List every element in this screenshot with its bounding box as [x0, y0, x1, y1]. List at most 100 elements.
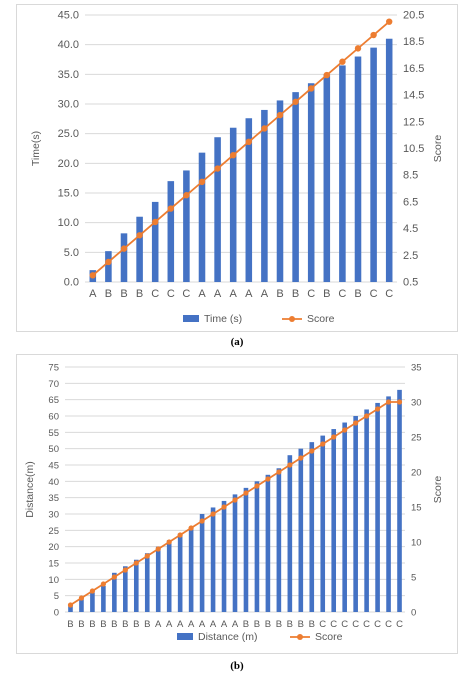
chart-b-ytick-label: 15: [48, 559, 59, 570]
chart-b-bar: [309, 442, 315, 612]
chart-a-legend-line-marker: [289, 316, 295, 322]
caption-a: (a): [230, 336, 244, 348]
chart-b-bar: [221, 500, 227, 612]
chart-a-score-point: [120, 245, 128, 252]
chart-b-xtick-label: B: [78, 619, 84, 630]
chart-a-xtick-label: B: [105, 288, 112, 300]
chart-a-bar: [136, 216, 143, 282]
chart-b-bar: [112, 572, 117, 612]
chart-b-score-point: [188, 525, 194, 531]
chart-a-y2tick-label: 20.5: [403, 10, 424, 22]
chart-a-bar: [354, 56, 362, 283]
chart-a-bar: [261, 109, 268, 282]
chart-b-y2tick-label: 0: [411, 608, 416, 619]
chart-a-bar: [307, 83, 315, 282]
chart-b-score-point: [232, 497, 238, 503]
chart-a-xtick-label: B: [120, 288, 127, 300]
chart-b-xtick-label: B: [243, 619, 249, 630]
chart-a-bar: [198, 152, 206, 282]
chart-b-score-point: [298, 455, 304, 461]
chart-b-score-point: [320, 441, 326, 447]
chart-b-score-point: [364, 413, 370, 419]
chart-b-ytick-label: 25: [48, 526, 59, 537]
chart-b: 0 5 10 15 20 25 30 35 40 45 50 55 60 65 70 75 0 5 10 15 20 25…: [24, 363, 444, 644]
chart-a-legend-bar-swatch: [183, 315, 199, 322]
chart-b-xtick-label: B: [133, 619, 139, 630]
chart-a-xtick-label: B: [276, 288, 283, 300]
chart-b-score-point: [254, 483, 260, 489]
chart-b-score-point: [309, 448, 315, 454]
chart-b-score-point: [100, 581, 106, 587]
chart-a-bar: [105, 251, 112, 282]
chart-b-xtick-label: A: [166, 619, 173, 630]
chart-b-bar: [79, 598, 84, 612]
chart-a-ytick-label: 5.0: [64, 247, 79, 259]
chart-b-ytick-label: 60: [48, 412, 59, 423]
chart-a-xtick-label: C: [307, 288, 315, 300]
chart-b-bar: [123, 566, 128, 612]
chart-b-bar: [166, 540, 172, 612]
chart-b-xtick-label: A: [210, 619, 217, 630]
chart-b-score-point: [221, 504, 227, 510]
chart-b-xtick-label: C: [330, 619, 337, 630]
chart-a-xtick-label: A: [198, 288, 206, 300]
chart-b-xtick-label: B: [298, 619, 304, 630]
chart-a-bar: [120, 233, 128, 282]
chart-a-y2tick-label: 6.5: [403, 196, 418, 208]
chart-b-ytick-label: 70: [48, 379, 59, 390]
chart-a-score-point: [261, 125, 268, 132]
chart-b-score-point: [243, 490, 249, 496]
chart-a-score-point: [183, 192, 190, 199]
chart-b-score-point: [89, 588, 96, 594]
chart-a-y2tick-label: 8.5: [403, 170, 418, 182]
chart-b-score-point: [265, 476, 271, 482]
chart-b-bar: [331, 429, 337, 612]
chart-b-xtick-label: B: [276, 619, 282, 630]
chart-b-xtick-label: B: [254, 619, 260, 630]
chart-b-xtick-label: C: [319, 619, 326, 630]
chart-b-score-point: [155, 546, 161, 552]
chart-a-score-point: [214, 165, 221, 172]
chart-a-ytick-label: 35.0: [58, 69, 79, 81]
chart-b-bar: [386, 396, 391, 612]
chart-a-bar: [292, 92, 299, 282]
chart-b-xtick-label: B: [67, 619, 73, 630]
chart-b-legend-bar-label: Distance (m): [198, 631, 258, 643]
chart-b-xtick-label: C: [363, 619, 370, 630]
chart-a-xtick-label: A: [261, 288, 269, 300]
chart-a-y2tick-label: 12.5: [403, 116, 424, 128]
chart-b-xtick-label: C: [341, 619, 348, 630]
chart-b-y-axis-title: Distance(m): [24, 461, 36, 518]
chart-b-bar: [243, 487, 249, 612]
chart-b-score-point: [122, 567, 128, 573]
chart-a-bar: [167, 181, 175, 282]
chart-b-bar: [287, 455, 293, 612]
chart-a-score-point: [167, 205, 174, 212]
chart-b-score-point: [111, 574, 117, 580]
chart-b-bar: [199, 514, 205, 612]
chart-b-bar: [342, 422, 347, 612]
chart-a-score-point: [339, 58, 346, 65]
chart-b-xtick-label: B: [89, 619, 95, 630]
chart-a-xtick-label: C: [338, 288, 346, 300]
chart-b-bar: [101, 585, 106, 612]
chart-b-bar: [320, 435, 326, 612]
chart-a-y2-axis-title: Score: [432, 135, 444, 163]
chart-a-xtick-label: A: [89, 288, 97, 300]
chart-a-score-point: [105, 258, 112, 266]
chart-a-score-point: [245, 138, 252, 146]
chart-a-y2tick-label: 0.5: [403, 277, 418, 289]
chart-b-ytick-label: 30: [48, 510, 59, 521]
chart-b-xtick-label: B: [100, 619, 106, 630]
chart-a-bar: [151, 201, 159, 282]
chart-b-bar: [276, 468, 282, 612]
chart-b-xtick-label: A: [199, 619, 206, 630]
chart-b-ytick-label: 75: [48, 363, 59, 374]
chart-b-bar: [265, 474, 271, 612]
chart-b-score-point: [353, 420, 359, 426]
chart-a-score-point: [276, 111, 284, 119]
chart-b-score-point: [177, 532, 183, 538]
chart-a-score-point: [136, 232, 143, 239]
chart-b-bar: [397, 389, 402, 612]
chart-a-ytick-label: 45.0: [58, 10, 79, 22]
